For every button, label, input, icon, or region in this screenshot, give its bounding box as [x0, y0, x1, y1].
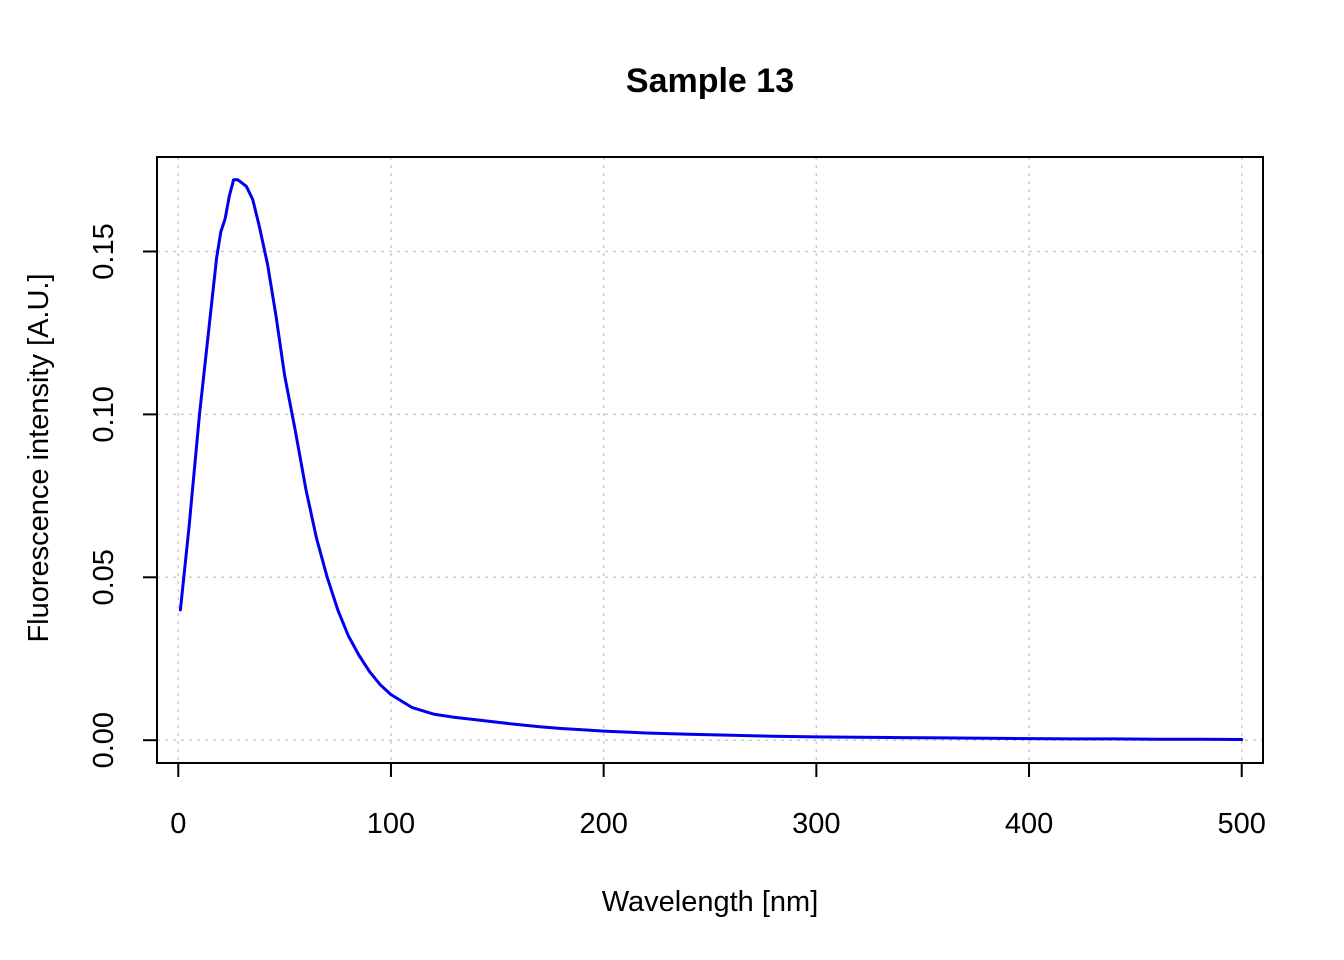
chart-title: Sample 13 — [626, 62, 794, 100]
x-tick-label: 400 — [1005, 808, 1053, 840]
x-tick-label: 100 — [367, 808, 415, 840]
y-tick-label: 0.10 — [88, 386, 120, 442]
plot-frame — [156, 156, 1264, 764]
x-tick-label: 300 — [792, 808, 840, 840]
grid-lines — [157, 157, 1263, 763]
y-axis-label: Fluorescence intensity [A.U.] — [23, 273, 55, 642]
x-tick-label: 500 — [1218, 808, 1266, 840]
x-tick-label: 0 — [170, 808, 186, 840]
y-tick-label: 0.00 — [88, 712, 120, 768]
y-tick-label: 0.05 — [88, 549, 120, 605]
x-tick-label: 200 — [579, 808, 627, 840]
series-layer — [178, 178, 1244, 741]
y-tick-label: 0.15 — [88, 223, 120, 279]
series-line — [178, 178, 1244, 741]
x-axis-label: Wavelength [nm] — [602, 886, 819, 918]
x-axis: 0 100 200 300 400 500 — [170, 763, 1266, 840]
y-axis: 0.00 0.05 0.10 0.15 — [88, 223, 157, 768]
